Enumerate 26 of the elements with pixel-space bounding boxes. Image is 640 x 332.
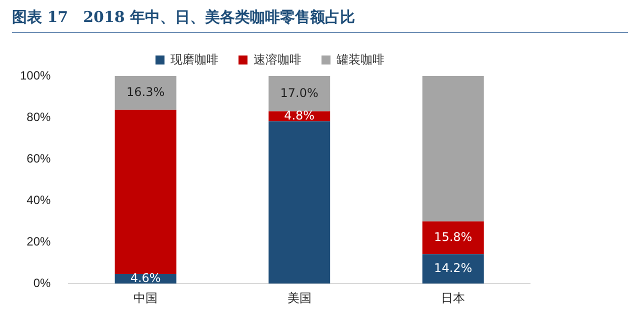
- bar: [114, 110, 176, 274]
- legend-label: 速溶咖啡: [254, 52, 302, 66]
- x-tick-label: 中国: [134, 291, 158, 306]
- legend-label: 罐装咖啡: [336, 52, 384, 66]
- data-label: 15.8%: [434, 230, 472, 244]
- y-tick-label: 100%: [20, 68, 52, 82]
- legend-label: 现磨咖啡: [170, 52, 218, 66]
- data-label: 4.8%: [284, 108, 315, 122]
- bar: [114, 76, 176, 110]
- x-tick-label: 美国: [287, 291, 312, 306]
- y-tick-label: 20%: [26, 234, 52, 248]
- y-tick-label: 80%: [26, 110, 52, 124]
- y-tick-label: 40%: [26, 192, 52, 207]
- data-label: 16.3%: [126, 85, 165, 100]
- data-label: 14.2%: [434, 260, 472, 275]
- y-tick-label: 0%: [33, 276, 52, 290]
- bar: [422, 254, 484, 284]
- bar: [422, 76, 484, 222]
- bar: [268, 76, 330, 112]
- y-tick-label: 60%: [26, 151, 52, 166]
- x-tick-label: 日本: [441, 291, 466, 306]
- data-label: 17.0%: [280, 86, 318, 100]
- bar: [268, 121, 330, 284]
- data-label: 4.6%: [130, 270, 161, 285]
- bar: [422, 221, 484, 254]
- chart-title: 图表 17 2018 年中、日、美各类咖啡零售额占比: [12, 4, 628, 33]
